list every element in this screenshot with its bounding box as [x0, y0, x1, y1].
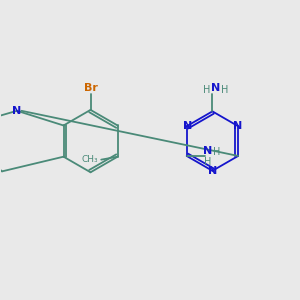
Text: N: N [233, 121, 242, 130]
Text: N: N [203, 146, 213, 156]
Text: H: H [221, 85, 229, 95]
Text: N: N [212, 83, 220, 93]
Text: H: H [203, 85, 211, 95]
Text: H: H [204, 158, 212, 167]
Text: N: N [208, 167, 217, 176]
Text: N: N [12, 106, 22, 116]
Text: N: N [183, 121, 192, 130]
Text: Br: Br [84, 82, 98, 93]
Text: CH₃: CH₃ [82, 155, 98, 164]
Text: H: H [213, 147, 221, 158]
